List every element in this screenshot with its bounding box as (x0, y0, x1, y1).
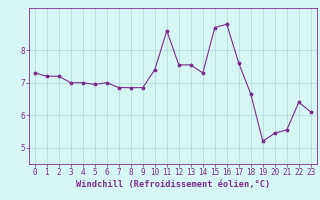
X-axis label: Windchill (Refroidissement éolien,°C): Windchill (Refroidissement éolien,°C) (76, 180, 270, 189)
